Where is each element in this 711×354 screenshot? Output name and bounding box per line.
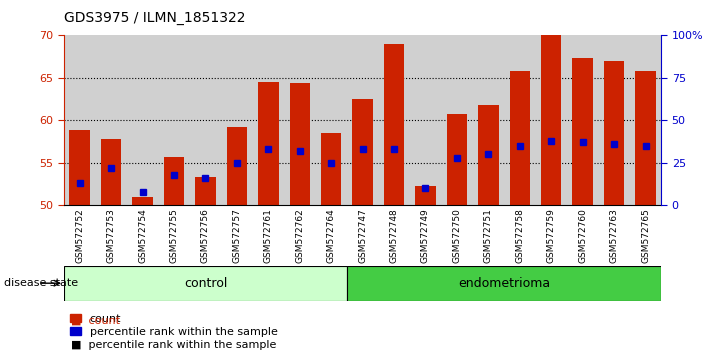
Bar	[64, 35, 95, 205]
Bar	[227, 127, 247, 205]
Bar	[70, 130, 90, 205]
Bar	[410, 35, 442, 205]
Bar	[384, 44, 405, 205]
Bar	[510, 71, 530, 205]
Bar	[630, 35, 661, 205]
Bar	[378, 35, 410, 205]
Bar	[190, 35, 221, 205]
Bar	[353, 99, 373, 205]
Bar	[347, 266, 661, 301]
Bar	[535, 35, 567, 205]
Bar	[504, 35, 535, 205]
Bar	[447, 114, 467, 205]
Text: ■  count: ■ count	[71, 316, 120, 326]
Bar	[478, 105, 498, 205]
Text: disease state: disease state	[4, 278, 77, 288]
Bar	[159, 35, 190, 205]
Bar	[567, 35, 599, 205]
Bar	[101, 139, 122, 205]
Bar	[636, 71, 656, 205]
Bar	[164, 157, 184, 205]
Text: GDS3975 / ILMN_1851322: GDS3975 / ILMN_1851322	[64, 11, 245, 25]
Bar	[347, 35, 378, 205]
Text: control: control	[183, 277, 227, 290]
Bar	[321, 133, 341, 205]
Bar	[284, 35, 316, 205]
Bar	[289, 83, 310, 205]
Bar	[442, 35, 473, 205]
Bar	[132, 197, 153, 205]
Bar	[415, 186, 436, 205]
Bar	[95, 35, 127, 205]
Bar	[252, 35, 284, 205]
Bar	[599, 35, 630, 205]
Bar	[64, 266, 347, 301]
Bar	[127, 35, 159, 205]
Bar	[221, 35, 252, 205]
Text: ■  percentile rank within the sample: ■ percentile rank within the sample	[71, 341, 277, 350]
Text: endometrioma: endometrioma	[458, 277, 550, 290]
Bar	[604, 61, 624, 205]
Bar	[473, 35, 504, 205]
Bar	[572, 58, 593, 205]
Legend: count, percentile rank within the sample: count, percentile rank within the sample	[70, 314, 277, 337]
Bar	[316, 35, 347, 205]
Bar	[196, 177, 215, 205]
Bar	[258, 82, 279, 205]
Bar	[541, 35, 562, 205]
